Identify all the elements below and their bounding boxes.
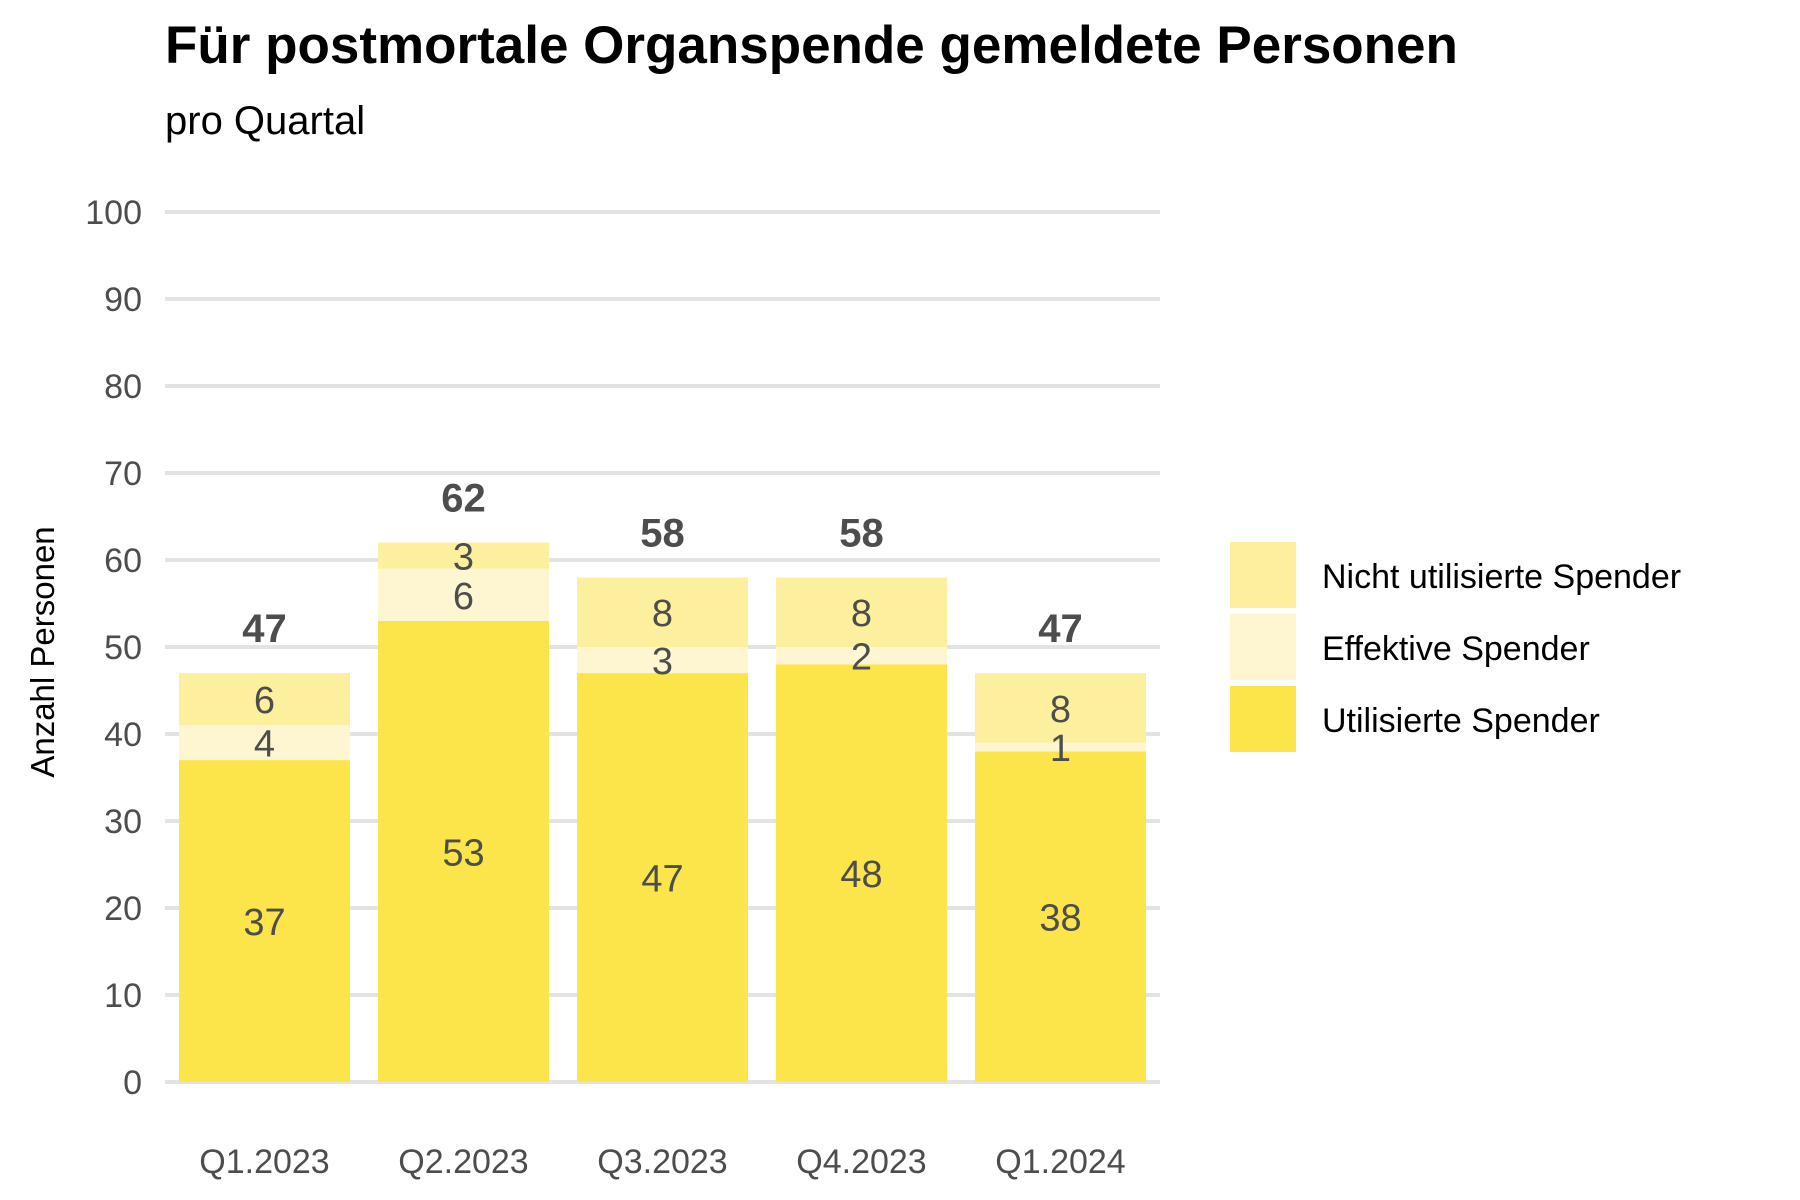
segment-value-label: 6	[254, 680, 275, 722]
segment-value-label: 4	[254, 724, 275, 766]
chart-subtitle: pro Quartal	[165, 99, 365, 143]
segment-value-label: 3	[453, 537, 474, 579]
bar-segment	[975, 742, 1146, 752]
legend-swatch	[1230, 686, 1296, 752]
bar-segment	[577, 577, 748, 647]
total-value-label: 58	[640, 511, 685, 555]
segment-value-label: 1	[1050, 728, 1071, 770]
y-tick-label: 50	[104, 629, 142, 667]
segment-value-label: 38	[1039, 898, 1081, 940]
x-axis-ticks: Q1.2023 Q2.2023 Q3.2023 Q4.2023 Q1.2024	[199, 1143, 1125, 1181]
segment-value-label: 3	[652, 641, 673, 683]
segment-value-label: 37	[243, 902, 285, 944]
legend-label: Nicht utilisierte Spender	[1322, 558, 1681, 596]
x-tick-label: Q1.2024	[995, 1143, 1125, 1181]
y-tick-label: 60	[104, 542, 142, 580]
chart-title: Für postmortale Organspende gemeldete Pe…	[165, 16, 1458, 75]
segment-value-label: 2	[851, 637, 872, 679]
segment-value-label: 8	[1050, 689, 1071, 731]
legend-label: Utilisierte Spender	[1322, 702, 1600, 740]
total-value-label: 47	[242, 607, 287, 651]
segment-value-label: 53	[442, 832, 484, 874]
bar-segment	[975, 673, 1146, 743]
bar-segment	[378, 542, 549, 569]
y-axis-ticks: 0 10 20 30 40 50 60 70 80 90 100	[85, 194, 142, 1102]
legend-swatch	[1230, 614, 1296, 680]
bar-segment	[577, 647, 748, 674]
segment-value-label: 48	[840, 854, 882, 896]
y-tick-label: 0	[123, 1064, 142, 1102]
segment-value-label: 8	[652, 593, 673, 635]
legend-label: Effektive Spender	[1322, 630, 1590, 668]
total-value-label: 58	[839, 511, 884, 555]
y-tick-label: 40	[104, 716, 142, 754]
segment-value-label: 6	[453, 576, 474, 618]
segment-value-label: 8	[851, 593, 872, 635]
y-tick-label: 90	[104, 281, 142, 319]
x-tick-label: Q4.2023	[796, 1143, 926, 1181]
x-tick-label: Q1.2023	[199, 1143, 329, 1181]
bar-segment	[378, 620, 549, 1082]
bar-segment	[776, 647, 947, 665]
bar-segment	[179, 673, 350, 726]
y-tick-label: 20	[104, 890, 142, 928]
bar-segment	[776, 664, 947, 1082]
bar-segment	[975, 751, 1146, 1082]
bar-segment	[179, 760, 350, 1082]
bar-segment	[776, 577, 947, 647]
y-axis-title: Anzahl Personen	[24, 526, 61, 777]
bar-segment	[378, 568, 549, 621]
y-tick-label: 10	[104, 977, 142, 1015]
y-tick-label: 80	[104, 368, 142, 406]
bars	[179, 542, 1146, 1082]
segment-value-label: 47	[641, 859, 683, 901]
legend: Nicht utilisierte Spender Effektive Spend…	[1230, 542, 1681, 752]
x-tick-label: Q2.2023	[398, 1143, 528, 1181]
y-tick-label: 30	[104, 803, 142, 841]
x-tick-label: Q3.2023	[597, 1143, 727, 1181]
y-tick-label: 70	[104, 455, 142, 493]
legend-swatch	[1230, 542, 1296, 608]
total-value-label: 47	[1038, 607, 1083, 651]
y-tick-label: 100	[85, 194, 142, 232]
total-value-label: 62	[441, 477, 486, 521]
bar-segment	[179, 725, 350, 761]
bar-segment	[577, 673, 748, 1082]
